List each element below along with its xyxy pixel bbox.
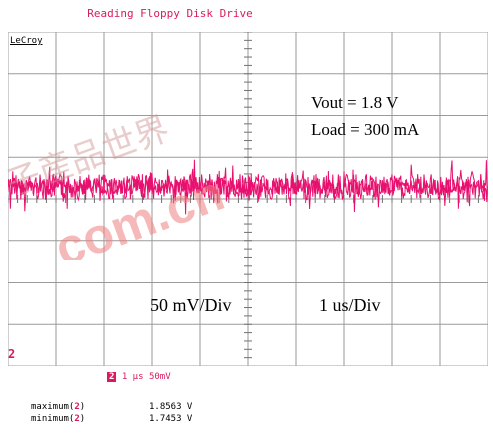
oscilloscope-screen <box>8 32 488 366</box>
measurement-close: ) <box>79 414 86 424</box>
signal-trace-dense <box>8 169 488 204</box>
measurement-label: minimum( <box>31 414 75 424</box>
measurement-value: 1.8563 V <box>149 402 193 412</box>
measurement-channel: 2 <box>74 414 80 424</box>
volts-per-div-annotation: 50 mV/Div <box>150 295 232 315</box>
measurement-channel: 2 <box>74 402 80 412</box>
measurement-close: ) <box>79 402 86 412</box>
scale-value: 50mV <box>148 372 171 382</box>
measurement-value: 1.7453 V <box>149 414 193 424</box>
time-per-div-annotation: 1 us/Div <box>319 295 381 315</box>
measurement-maximum: maximum(2) 1.8563 V <box>31 402 192 412</box>
scope-title: Reading Floppy Disk Drive <box>87 7 253 20</box>
measurement-label: maximum( <box>31 402 75 412</box>
channel-settings: 2 1 µs 50mV <box>107 372 171 382</box>
channel-badge: 2 <box>107 372 117 382</box>
timebase-value: 1 µs <box>121 372 144 382</box>
load-annotation: Load = 300 mA <box>311 120 420 139</box>
vout-annotation: Vout = 1.8 V <box>311 93 399 112</box>
brand-label: LeCroy <box>10 36 43 46</box>
channel-ground-marker: 2 <box>8 347 16 361</box>
measurement-minimum: minimum(2) 1.7453 V <box>31 414 192 424</box>
